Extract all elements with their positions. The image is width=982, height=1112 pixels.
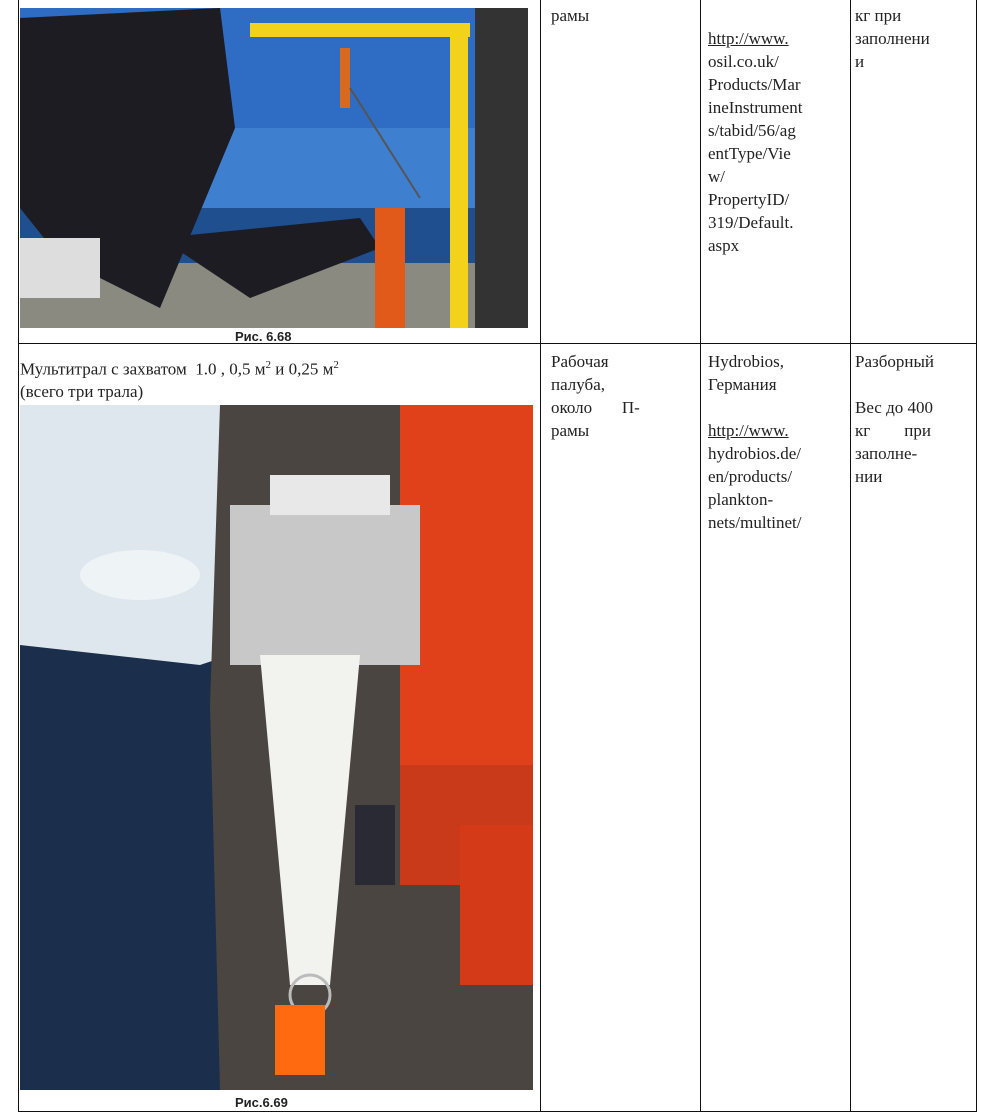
notes-line: кг при (855, 6, 902, 25)
supplier-line: Германия (708, 375, 777, 394)
figure-caption: Рис. 6.68 (235, 329, 292, 344)
url-line: en/products/ (708, 467, 793, 486)
location-line: рамы (551, 6, 590, 25)
location-line: палуба, (551, 375, 605, 394)
url-line: 319/Default. (708, 213, 794, 232)
border (700, 0, 701, 1112)
row-title: Мультитрал с захватом 1.0 , 0,5 м2 и 0,2… (20, 354, 339, 403)
border (18, 343, 976, 344)
url-line: entType/Vie (708, 144, 791, 163)
supplier-cell: Hydrobios, Германия http://www. hydrobios.d… (708, 350, 802, 534)
figure-caption: Рис.6.69 (235, 1095, 288, 1110)
title-part: Мультитрал с захватом 1.0 , 0,5 м (20, 359, 266, 379)
location-line: Рабочая (551, 352, 609, 371)
row-subtitle: (всего три трала) (20, 381, 144, 401)
url-line: plankton- (708, 490, 774, 509)
location-line: около П- (551, 398, 640, 417)
location-cell: рамы (551, 4, 589, 27)
url-line: Products/Mar (708, 75, 801, 94)
notes-cell: кг при заполнени и (855, 4, 930, 73)
url-line: s/tabid/56/ag (708, 121, 796, 140)
location-cell: Рабочая палуба, около П-рамы (551, 350, 640, 442)
url-line: w/ (708, 167, 725, 186)
title-part: и 0,25 м (271, 359, 334, 379)
border (540, 0, 541, 1112)
url-line: nets/multinet/ (708, 513, 802, 532)
url-line: hydrobios.de/ (708, 444, 802, 463)
url-line: http://www. (708, 421, 789, 440)
title-part: 2 (265, 359, 272, 371)
border (976, 0, 977, 1112)
notes-line: заполнени (855, 29, 930, 48)
supplier-cell: http://www. osil.co.uk/Products/Mar ineIns… (708, 4, 802, 257)
url-line: osil.co.uk/ (708, 52, 779, 71)
notes-line: Вес до 400 (855, 398, 934, 417)
notes-line: нии (855, 467, 883, 486)
url-line: ineInstrument (708, 98, 803, 117)
notes-line: кг при (855, 421, 931, 440)
url-line: http://www. (708, 29, 789, 48)
url-line: PropertyID/ (708, 190, 790, 209)
notes-line: заполне- (855, 444, 918, 463)
border (850, 0, 851, 1112)
notes-cell: Разборный Вес до 400 кг при заполне-нии (855, 350, 934, 488)
title-part: 2 (333, 359, 339, 371)
notes-line: и (855, 52, 865, 71)
supplier-line: Hydrobios, (708, 352, 785, 371)
photo (20, 8, 528, 328)
notes-line: Разборный (855, 352, 934, 371)
border (18, 0, 19, 1112)
photo (20, 405, 533, 1090)
url-line: aspx (708, 236, 740, 255)
location-line: рамы (551, 421, 590, 440)
